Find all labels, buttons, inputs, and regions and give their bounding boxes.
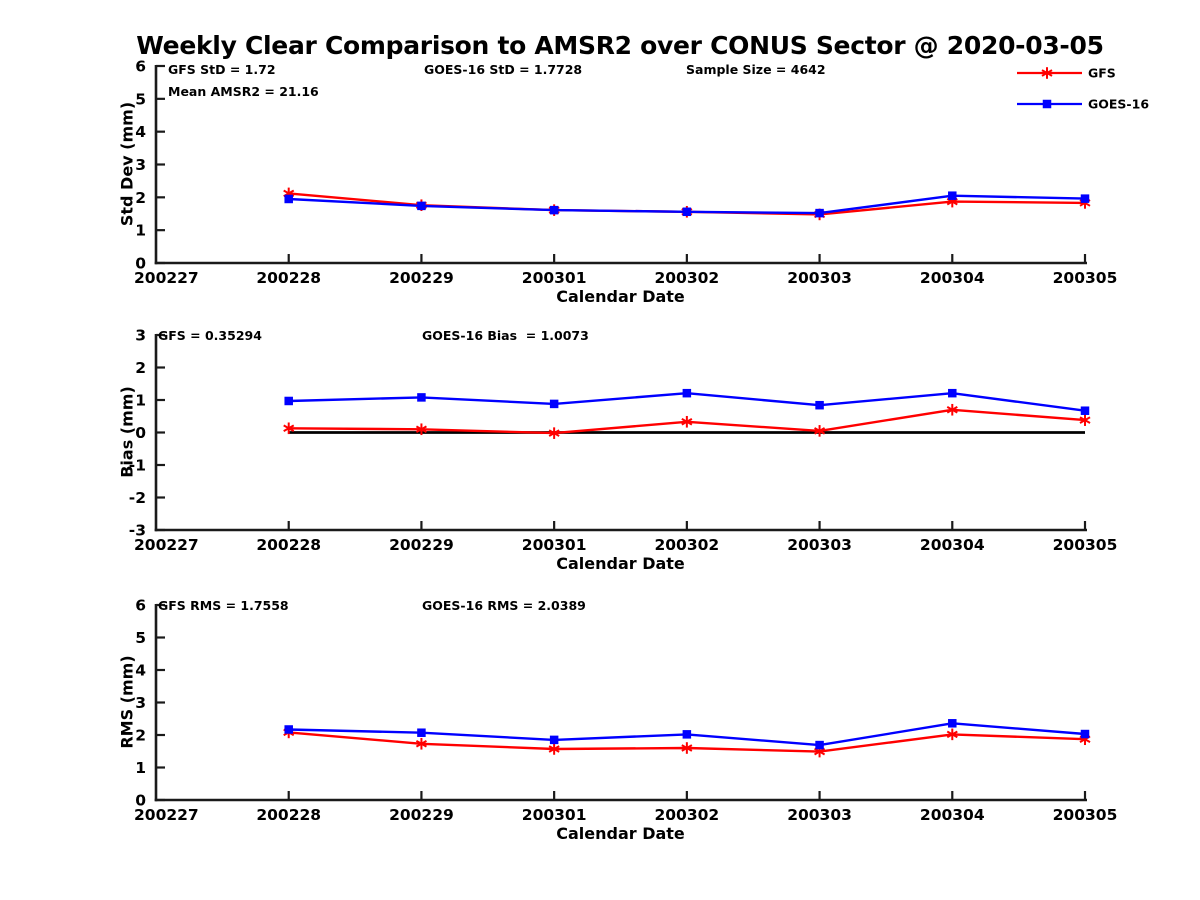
svg-text:4: 4 [135,123,146,141]
annotation-sample-size: Sample Size = 4642 [686,62,826,77]
svg-text:6: 6 [135,597,146,615]
svg-text:200228: 200228 [256,269,321,287]
annotation-goes-std: GOES-16 StD = 1.7728 [424,62,583,77]
svg-text:0: 0 [135,792,146,810]
svg-text:-1: -1 [129,457,146,475]
ylabel-rms: RMS (mm) [117,655,137,749]
svg-text:3: 3 [135,327,146,345]
svg-text:0: 0 [135,424,146,442]
legend-label-gfs: GFS [1088,65,1116,81]
svg-text:200305: 200305 [1053,269,1118,287]
svg-text:200304: 200304 [920,269,985,287]
rms_panel: 0 1 2 3 4 5 6 200227 200228 200229 200301 200302 200… [134,597,1117,825]
svg-text:2: 2 [135,189,146,207]
svg-text:3: 3 [135,156,146,174]
svg-text:200228: 200228 [256,806,321,824]
annotation-goes-rms: GOES-16 RMS = 2.0389 [422,598,586,613]
svg-text:1: 1 [135,392,146,410]
legend-label-goes16: GOES-16 [1088,96,1150,112]
svg-text:200301: 200301 [522,269,587,287]
svg-text:200228: 200228 [256,536,321,554]
svg-text:200303: 200303 [787,536,852,554]
svg-text:1: 1 [135,222,146,240]
svg-text:200302: 200302 [654,536,719,554]
svg-text:-3: -3 [129,522,146,540]
svg-text:0: 0 [135,255,146,273]
svg-text:200227: 200227 [134,269,199,287]
svg-text:2: 2 [135,359,146,377]
annotation-mean-amsr2: Mean AMSR2 = 21.16 [168,84,319,99]
xlabel-rms: Calendar Date [556,824,685,843]
svg-text:200229: 200229 [389,806,454,824]
svg-text:200303: 200303 [787,806,852,824]
annotation-gfs-bias: GFS = 0.35294 [158,328,262,343]
svg-text:3: 3 [135,694,146,712]
std_dev_panel: 0 1 2 3 4 5 6 200227 200228 200229 200301 200302 200… [134,58,1117,288]
annotation-gfs-std: GFS StD = 1.72 [168,62,276,77]
xlabel-std-dev: Calendar Date [556,287,685,306]
svg-text:200301: 200301 [522,806,587,824]
svg-text:5: 5 [135,90,146,108]
ylabel-std-dev: Std Dev (mm) [117,101,137,227]
svg-text:200305: 200305 [1053,806,1118,824]
legend-swatches [1017,67,1082,109]
svg-text:200227: 200227 [134,536,199,554]
svg-text:200302: 200302 [654,269,719,287]
svg-text:200304: 200304 [920,536,985,554]
svg-text:200229: 200229 [389,536,454,554]
annotation-gfs-rms: GFS RMS = 1.7558 [158,598,289,613]
svg-text:200301: 200301 [522,536,587,554]
svg-text:-2: -2 [129,489,146,507]
annotation-goes-bias: GOES-16 Bias = 1.0073 [422,328,589,343]
svg-text:4: 4 [135,662,146,680]
svg-text:5: 5 [135,629,146,647]
svg-text:200302: 200302 [654,806,719,824]
svg-text:1: 1 [135,759,146,777]
svg-text:200304: 200304 [920,806,985,824]
svg-text:2: 2 [135,727,146,745]
svg-text:200229: 200229 [389,269,454,287]
svg-text:200303: 200303 [787,269,852,287]
xlabel-bias: Calendar Date [556,554,685,573]
svg-text:200305: 200305 [1053,536,1118,554]
svg-text:6: 6 [135,58,146,76]
chart-title: Weekly Clear Comparison to AMSR2 over CO… [136,31,1104,60]
svg-text:200227: 200227 [134,806,199,824]
ylabel-bias: Bias (mm) [117,386,137,478]
bias_panel: -3 -2 -1 0 1 2 3 200227 200228 200229 200301 200302… [129,327,1118,555]
